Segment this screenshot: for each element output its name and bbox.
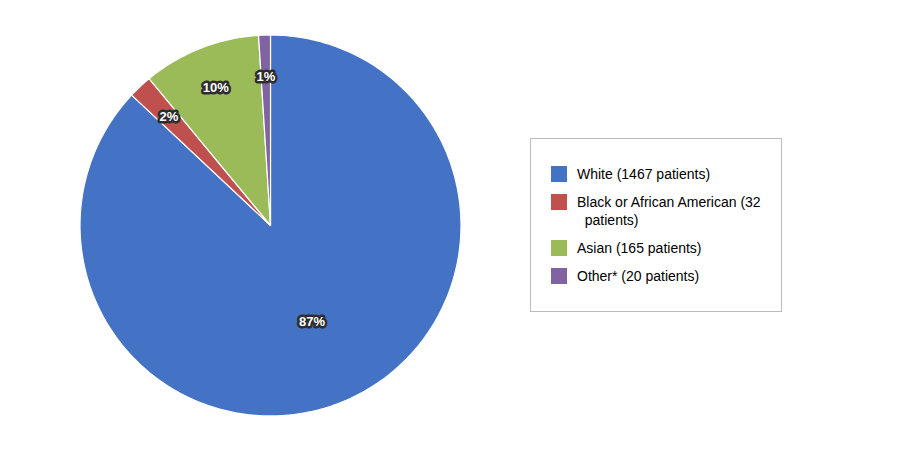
html-text:Asian (165 patients): Asian (165 patients) — [577, 240, 702, 256]
svg-text:1%: 1% — [256, 69, 275, 84]
svg-text:2%: 2% — [159, 109, 178, 124]
html-text:Black or African American (32: Black or African American (32 patients) — [577, 194, 761, 228]
html-text:White (1467 patients): White (1467 patients) — [577, 166, 711, 182]
svg-text:87%: 87% — [299, 314, 325, 329]
html-text:Other* (20 patients): Other* (20 patients) — [577, 268, 700, 284]
svg-text:10%: 10% — [203, 80, 229, 95]
